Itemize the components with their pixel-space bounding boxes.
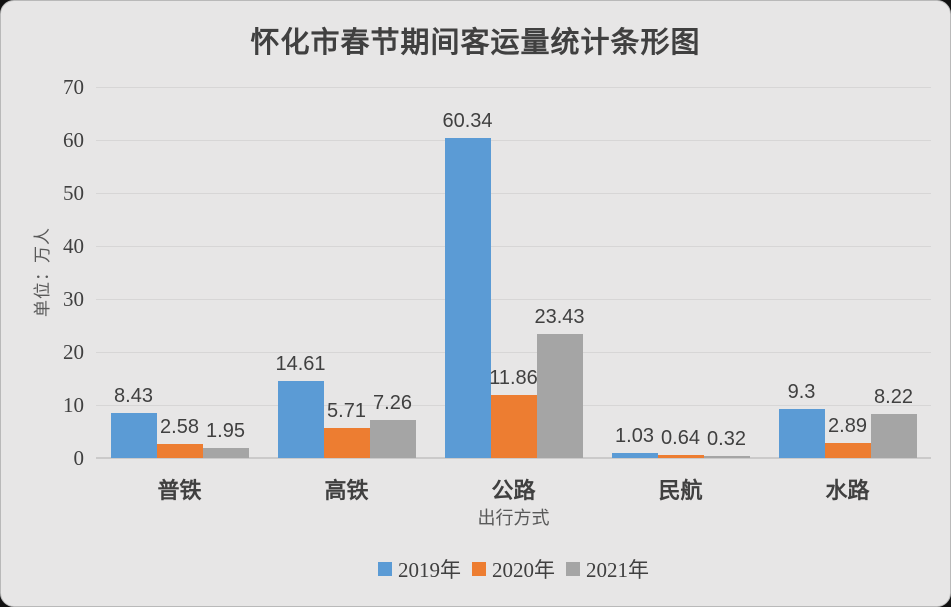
bar-value-label: 7.26	[373, 391, 412, 414]
legend-label: 2019年	[398, 558, 461, 582]
bar	[277, 380, 324, 458]
legend-item: 2020年	[472, 554, 555, 584]
bar	[536, 333, 583, 458]
bar-value-label: 2.89	[828, 414, 867, 437]
bar	[703, 456, 750, 458]
bar	[444, 138, 491, 458]
legend-label: 2021年	[586, 558, 649, 582]
bar-value-label: 11.86	[489, 367, 538, 390]
gridline	[96, 87, 931, 88]
bar	[156, 444, 203, 458]
bar	[657, 454, 704, 458]
bar-value-label: 9.3	[787, 380, 816, 403]
category-label: 高铁	[324, 478, 369, 503]
y-tick-label: 50	[63, 181, 84, 205]
y-tick-label: 0	[73, 446, 85, 470]
legend-swatch	[566, 562, 580, 576]
bar	[870, 414, 917, 458]
category-label: 普铁	[157, 478, 202, 503]
gridline	[96, 140, 931, 141]
x-axis-title: 出行方式	[477, 508, 550, 528]
y-tick-label: 20	[63, 340, 84, 364]
gridline	[96, 457, 931, 459]
legend-swatch	[472, 562, 486, 576]
bar	[202, 447, 249, 458]
category-label: 水路	[825, 478, 870, 503]
legend-item: 2021年	[566, 554, 649, 584]
bar-value-label: 8.43	[114, 385, 153, 408]
y-axis-title: 单位：万人	[33, 227, 52, 317]
category-label: 公路	[491, 478, 536, 503]
gridline	[96, 246, 931, 247]
bar	[824, 442, 871, 458]
bar-value-label: 1.95	[206, 419, 245, 442]
bar-value-label: 0.64	[661, 426, 700, 449]
y-tick-label: 30	[63, 287, 84, 311]
bar	[369, 419, 416, 458]
category-label: 民航	[658, 478, 703, 503]
y-tick-label: 60	[63, 128, 84, 152]
bar-value-label: 5.71	[327, 399, 366, 422]
bar	[110, 413, 157, 458]
gridline	[96, 193, 931, 194]
plot-area: 8.43 2.58 1.95 14.61 5.71 7.26 60.34 11.86 23.43…	[96, 87, 931, 459]
bar	[490, 395, 537, 458]
bar-value-label: 60.34	[442, 110, 493, 133]
legend-swatch	[378, 562, 392, 576]
legend-label: 2020年	[492, 558, 555, 582]
gridline	[96, 352, 931, 353]
bar	[611, 452, 658, 458]
bar-value-label: 2.58	[160, 416, 199, 439]
y-tick-label: 70	[63, 75, 84, 99]
chart-title: 怀化市春节期间客运量统计条形图	[250, 27, 701, 59]
legend: 2019年 2020年 2021年	[96, 554, 931, 584]
bar-value-label: 23.43	[534, 305, 585, 328]
y-tick-label: 40	[63, 234, 84, 258]
bar-value-label: 14.61	[275, 352, 326, 375]
legend-item: 2019年	[378, 554, 461, 584]
gridline	[96, 299, 931, 300]
bar-value-label: 0.32	[707, 428, 746, 451]
bar-value-label: 8.22	[874, 386, 913, 409]
bar-value-label: 1.03	[615, 424, 654, 447]
bar	[778, 408, 825, 458]
bar	[323, 427, 370, 458]
y-tick-label: 10	[63, 393, 84, 417]
